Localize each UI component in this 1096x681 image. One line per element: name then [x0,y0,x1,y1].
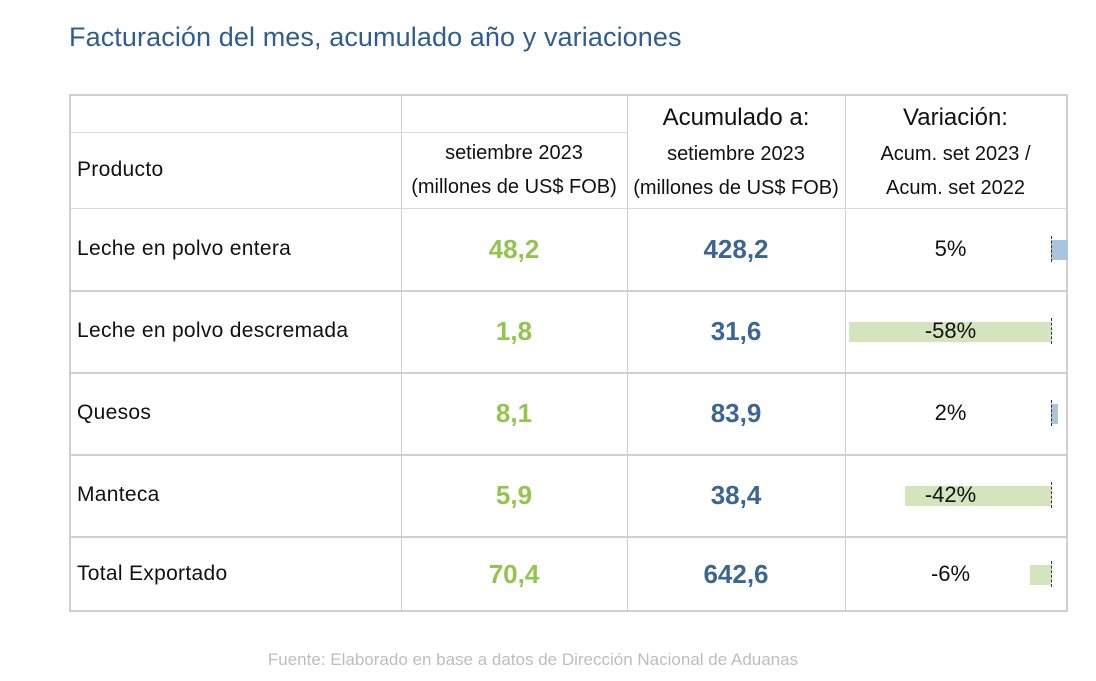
variation-value-cell: 2% [934,400,967,425]
column-divider [627,96,628,610]
source-note: Fuente: Elaborado en base a datos de Dir… [267,650,799,669]
variation-value-cell: 5% [934,236,967,261]
month-value-cell: 1,8 [495,315,533,346]
variation-bar [1030,565,1051,585]
product-cell: Leche en polvo entera [77,237,292,260]
variation-bar [849,322,1051,342]
accumulated-value-cell: 83,9 [710,397,762,428]
page-title: Facturación del mes, acumulado año y var… [69,22,682,52]
variation-value-cell: -6% [930,561,971,586]
header-variation-title: Variación: [903,104,1008,131]
variation-bar [1051,404,1058,424]
accumulated-value-cell: 642,6 [703,558,769,589]
header-accumulated-title: Acumulado a: [662,104,810,131]
column-divider [401,96,402,610]
row-divider [71,372,1066,374]
row-divider [71,454,1066,456]
accumulated-value-cell: 38,4 [710,479,762,510]
variation-bar [1051,240,1069,260]
accumulated-value-cell: 428,2 [703,233,769,264]
header-month: setiembre 2023 (millones de US$ FOB) [401,132,627,208]
header-variation-line1: Acum. set 2023 / [880,143,1031,165]
header-month-line2: (millones de US$ FOB) [411,176,617,198]
header-accumulated: Acumulado a: setiembre 2023 (millones de… [627,96,845,208]
header-month-line1: setiembre 2023 [445,142,583,164]
zero-axis-marker [1051,236,1052,262]
month-value-cell: 5,9 [495,479,533,510]
row-divider [71,536,1066,538]
row-divider [71,208,1066,209]
billing-table: Producto setiembre 2023 (millones de US$… [69,94,1069,612]
header-accumulated-line1: setiembre 2023 [667,143,805,165]
variation-value-cell: -58% [924,318,977,343]
month-value-cell: 48,2 [488,233,540,264]
header-product: Producto [77,158,164,181]
month-value-cell: 8,1 [495,397,533,428]
zero-axis-marker [1051,400,1052,426]
variation-value-cell: -42% [924,482,977,507]
row-divider [71,290,1066,292]
header-variation-line2: Acum. set 2022 [886,177,1025,199]
zero-axis-marker [1051,561,1052,587]
header-variation: Variación: Acum. set 2023 / Acum. set 20… [845,96,1066,208]
column-divider [845,96,846,610]
accumulated-value-cell: 31,6 [710,315,762,346]
zero-axis-marker [1051,482,1052,508]
header-divider [71,132,627,133]
variation-bar [904,486,1051,506]
product-cell: Leche en polvo descremada [77,319,349,342]
header-accumulated-line2: (millones de US$ FOB) [633,177,839,199]
product-cell: Total Exportado [77,562,228,585]
product-cell: Quesos [77,401,152,424]
zero-axis-marker [1051,318,1052,344]
product-cell: Manteca [77,483,160,506]
month-value-cell: 70,4 [488,558,540,589]
